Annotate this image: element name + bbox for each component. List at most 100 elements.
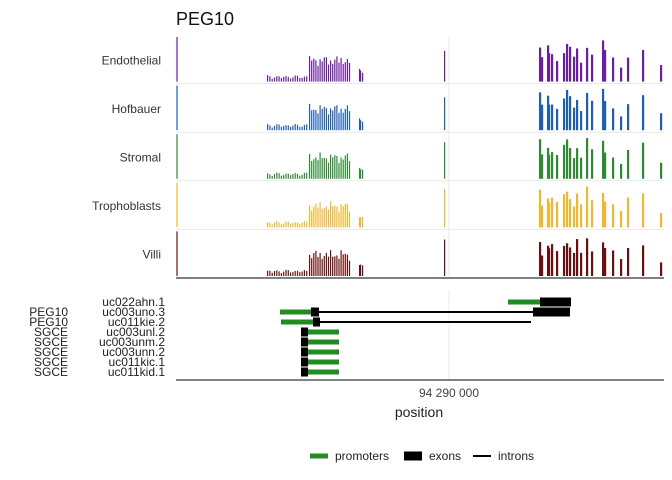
coverage-bar — [539, 189, 542, 228]
coverage-bar — [660, 113, 663, 131]
legend-label: exons — [429, 449, 461, 463]
coverage-bar — [309, 254, 311, 276]
transcript-id-label: uc003unm.2 — [99, 335, 165, 349]
coverage-bar — [591, 100, 594, 131]
coverage-bar — [267, 270, 269, 276]
coverage-bar — [586, 186, 589, 228]
coverage-bar — [444, 239, 446, 276]
coverage-bar — [311, 110, 313, 131]
coverage-bar — [334, 155, 336, 179]
legend-item-exons: exons — [404, 449, 461, 463]
coverage-bar — [359, 118, 361, 131]
exon-block — [311, 307, 319, 317]
coverage-bar — [548, 154, 551, 179]
coverage-bar — [360, 217, 362, 228]
coverage-bar — [576, 193, 579, 228]
gene-symbol-label: SGCE — [34, 335, 68, 349]
coverage-bar — [573, 158, 576, 179]
coverage-bar — [551, 104, 554, 131]
coverage-bar — [573, 206, 576, 228]
coverage-bar — [551, 244, 554, 276]
coverage-bar — [627, 57, 630, 82]
coverage-bar — [296, 75, 299, 82]
exon-block — [301, 337, 308, 347]
coverage-bar — [334, 59, 336, 82]
track-villi: Villi — [143, 228, 664, 276]
x-axis-title: position — [395, 404, 443, 420]
track-hofbauer: Hofbauer — [112, 83, 664, 131]
coverage-bar — [321, 258, 323, 276]
coverage-bar — [604, 201, 607, 228]
coverage-bar — [273, 125, 276, 131]
coverage-bar — [576, 99, 579, 131]
coverage-bar — [267, 75, 269, 82]
coverage-bar — [313, 109, 315, 131]
coverage-bar — [306, 124, 308, 131]
coverage-bar — [342, 63, 344, 82]
coverage-bar — [285, 75, 287, 82]
legend-swatch — [404, 451, 422, 461]
coverage-bar — [330, 60, 332, 82]
coverage-bar — [444, 189, 446, 228]
coverage-bar — [306, 270, 308, 276]
legend-label: promoters — [335, 449, 389, 463]
coverage-bar — [340, 57, 342, 82]
coverage-bar — [338, 258, 340, 276]
exon-block — [313, 317, 320, 327]
coverage-bar — [311, 60, 313, 82]
coverage-bar — [325, 57, 327, 82]
coverage-bar — [311, 210, 313, 228]
coverage-bar — [271, 78, 273, 82]
coverage-bar — [309, 56, 311, 82]
coverage-bar — [334, 205, 336, 228]
coverage-bar — [299, 272, 301, 276]
coverage-bar — [292, 77, 294, 82]
transcript-id-label: uc011kie.2 — [108, 315, 165, 329]
coverage-bar — [332, 157, 334, 179]
coverage-bar — [586, 47, 589, 82]
coverage-bar — [276, 172, 278, 179]
coverage-bar — [338, 112, 340, 131]
coverage-bar — [566, 89, 569, 131]
coverage-bar — [269, 76, 271, 82]
coverage-bar — [317, 160, 319, 179]
coverage-bar — [612, 204, 615, 228]
coverage-bar — [278, 173, 280, 179]
coverage-bar — [539, 47, 542, 82]
coverage-bar — [580, 157, 583, 179]
coverage-bar — [612, 157, 615, 179]
coverage-bar — [348, 211, 351, 228]
coverage-bar — [602, 88, 605, 131]
track-trophoblasts: Trophoblasts — [92, 180, 664, 228]
coverage-bar — [313, 206, 315, 228]
coverage-bar — [330, 154, 332, 179]
coverage-bar — [569, 199, 572, 228]
coverage-bar — [627, 149, 630, 179]
transcript-row: SGCE uc003unm.2 — [34, 335, 339, 349]
coverage-bar — [278, 271, 280, 276]
coverage-bar — [301, 223, 303, 228]
coverage-bar — [627, 247, 630, 276]
coverage-bar — [269, 174, 271, 179]
coverage-bar — [287, 173, 289, 179]
coverage-bar — [290, 126, 292, 131]
coverage-bar — [290, 223, 292, 228]
coverage-bar — [267, 222, 269, 228]
x-axis: 94 290 000 position — [395, 386, 479, 420]
coverage-bar — [612, 250, 615, 276]
coverage-bar — [330, 108, 332, 131]
coverage-bar — [325, 158, 327, 179]
coverage-bar — [317, 65, 319, 82]
coverage-bar — [276, 124, 278, 131]
coverage-bar — [325, 206, 327, 228]
coverage-bar — [580, 252, 583, 276]
transcript-row: PEG10 uc011kie.2 — [29, 315, 531, 329]
coverage-bar — [309, 103, 311, 131]
coverage-bar — [332, 110, 334, 131]
legend-item-promoters: promoters — [310, 449, 389, 463]
gene-symbol-label: SGCE — [34, 325, 68, 339]
coverage-bar — [301, 77, 303, 82]
coverage-bar — [563, 53, 566, 82]
coverage-bar — [660, 213, 663, 228]
coverage-bar — [330, 201, 332, 228]
